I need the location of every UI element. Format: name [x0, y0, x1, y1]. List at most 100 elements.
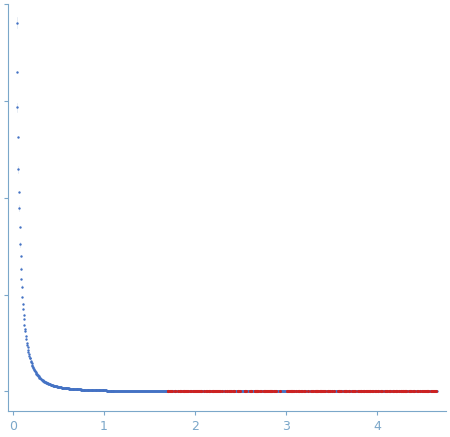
- Point: [236, 388, 243, 395]
- Point: [347, 388, 354, 395]
- Point: [332, 388, 339, 395]
- Point: [249, 388, 256, 395]
- Point: [271, 388, 278, 395]
- Point: [362, 388, 369, 395]
- Point: [100, 387, 108, 394]
- Point: [336, 388, 343, 395]
- Point: [150, 388, 157, 395]
- Point: [184, 388, 191, 395]
- Point: [425, 388, 432, 395]
- Point: [61, 385, 68, 392]
- Point: [221, 388, 228, 395]
- Point: [421, 388, 428, 395]
- Point: [377, 388, 384, 395]
- Point: [257, 388, 264, 395]
- Point: [297, 388, 305, 395]
- Point: [233, 388, 240, 395]
- Point: [194, 388, 201, 395]
- Point: [32, 370, 40, 377]
- Point: [396, 388, 403, 395]
- Point: [209, 388, 216, 395]
- Point: [391, 388, 398, 395]
- Point: [164, 388, 171, 395]
- Point: [335, 388, 342, 395]
- Point: [93, 387, 100, 394]
- Point: [355, 388, 362, 395]
- Point: [125, 388, 132, 395]
- Point: [288, 388, 296, 395]
- Point: [298, 388, 305, 395]
- Point: [331, 388, 338, 395]
- Point: [112, 388, 119, 395]
- Point: [392, 388, 399, 395]
- Point: [363, 388, 370, 395]
- Point: [365, 388, 372, 395]
- Point: [287, 388, 294, 395]
- Point: [213, 388, 220, 395]
- Point: [81, 386, 88, 393]
- Point: [385, 388, 392, 395]
- Point: [261, 388, 269, 395]
- Point: [301, 388, 308, 395]
- Point: [292, 388, 299, 395]
- Point: [122, 388, 129, 395]
- Point: [171, 388, 179, 395]
- Point: [86, 386, 94, 393]
- Point: [247, 388, 254, 395]
- Point: [115, 388, 122, 395]
- Point: [76, 386, 83, 393]
- Point: [237, 388, 244, 395]
- Point: [51, 382, 59, 389]
- Point: [124, 388, 131, 395]
- Point: [321, 388, 328, 395]
- Point: [380, 388, 387, 395]
- Point: [376, 388, 383, 395]
- Point: [315, 388, 323, 395]
- Point: [412, 388, 419, 395]
- Point: [288, 388, 295, 395]
- Point: [419, 388, 426, 395]
- Point: [261, 388, 268, 395]
- Point: [388, 388, 396, 395]
- Point: [316, 388, 324, 395]
- Point: [306, 388, 313, 395]
- Point: [414, 388, 421, 395]
- Point: [404, 388, 411, 395]
- Point: [195, 388, 203, 395]
- Point: [137, 388, 144, 395]
- Point: [214, 388, 221, 395]
- Point: [204, 388, 212, 395]
- Point: [171, 388, 178, 395]
- Point: [127, 388, 135, 395]
- Point: [307, 388, 314, 395]
- Point: [56, 384, 63, 391]
- Point: [89, 387, 96, 394]
- Point: [18, 283, 26, 290]
- Point: [170, 388, 177, 395]
- Point: [288, 388, 295, 395]
- Point: [316, 388, 324, 395]
- Point: [345, 388, 352, 395]
- Point: [180, 388, 188, 395]
- Point: [45, 381, 53, 388]
- Point: [315, 388, 322, 395]
- Point: [420, 388, 427, 395]
- Point: [91, 387, 99, 394]
- Point: [105, 387, 112, 394]
- Point: [340, 388, 347, 395]
- Point: [270, 388, 278, 395]
- Point: [357, 388, 364, 395]
- Point: [211, 388, 218, 395]
- Point: [392, 388, 400, 395]
- Point: [122, 388, 129, 395]
- Point: [126, 388, 134, 395]
- Point: [238, 388, 245, 395]
- Point: [271, 388, 278, 395]
- Point: [186, 388, 194, 395]
- Point: [227, 388, 234, 395]
- Point: [151, 388, 158, 395]
- Point: [70, 385, 77, 392]
- Point: [330, 388, 337, 395]
- Point: [244, 388, 252, 395]
- Point: [176, 388, 184, 395]
